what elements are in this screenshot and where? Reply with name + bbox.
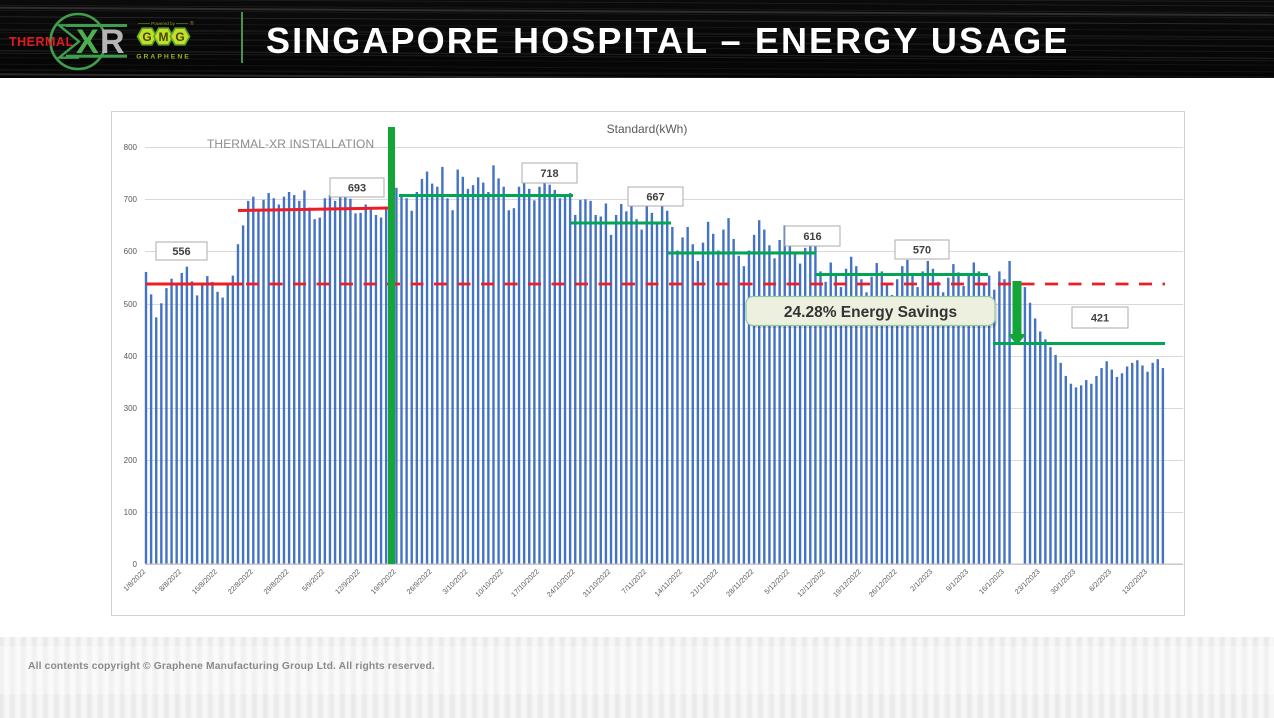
- svg-text:570: 570: [913, 244, 931, 256]
- svg-text:200: 200: [124, 456, 138, 465]
- svg-text:31/10/2022: 31/10/2022: [581, 567, 613, 599]
- svg-text:16/1/2023: 16/1/2023: [977, 567, 1006, 596]
- svg-text:29/8/2022: 29/8/2022: [262, 567, 291, 596]
- svg-text:23/1/2023: 23/1/2023: [1013, 567, 1042, 596]
- svg-text:24/10/2022: 24/10/2022: [545, 567, 577, 599]
- svg-text:0: 0: [133, 560, 138, 569]
- svg-text:Powered by: Powered by: [151, 21, 176, 26]
- svg-text:19/12/2022: 19/12/2022: [831, 567, 863, 599]
- svg-text:10/10/2022: 10/10/2022: [473, 567, 505, 599]
- svg-text:1/8/2022: 1/8/2022: [121, 567, 147, 593]
- svg-text:693: 693: [348, 182, 366, 194]
- svg-text:M: M: [159, 30, 169, 44]
- svg-text:28/11/2022: 28/11/2022: [724, 567, 755, 598]
- svg-text:GRAPHENE: GRAPHENE: [136, 54, 191, 61]
- svg-text:300: 300: [124, 404, 138, 413]
- svg-text:G: G: [175, 30, 184, 44]
- svg-text:7/11/2022: 7/11/2022: [620, 567, 649, 596]
- svg-text:R: R: [100, 23, 125, 61]
- svg-text:12/9/2022: 12/9/2022: [333, 567, 362, 596]
- svg-text:30/1/2023: 30/1/2023: [1048, 567, 1077, 596]
- svg-text:15/8/2022: 15/8/2022: [190, 567, 219, 596]
- svg-text:556: 556: [172, 246, 190, 258]
- svg-text:718: 718: [540, 168, 558, 180]
- svg-text:12/12/2022: 12/12/2022: [795, 567, 827, 599]
- svg-text:9/1/2023: 9/1/2023: [944, 567, 970, 593]
- svg-text:8/8/2022: 8/8/2022: [157, 567, 183, 593]
- svg-text:Standard(kWh): Standard(kWh): [607, 122, 688, 136]
- svg-text:14/11/2022: 14/11/2022: [653, 567, 684, 598]
- svg-text:800: 800: [124, 143, 138, 152]
- svg-text:5/9/2022: 5/9/2022: [300, 567, 326, 593]
- svg-text:19/9/2022: 19/9/2022: [369, 567, 398, 596]
- svg-text:500: 500: [124, 300, 138, 309]
- svg-text:®: ®: [190, 20, 194, 27]
- svg-text:26/12/2022: 26/12/2022: [867, 567, 899, 599]
- svg-text:100: 100: [124, 508, 138, 517]
- svg-text:3/10/2022: 3/10/2022: [440, 567, 469, 596]
- svg-text:13/2/2023: 13/2/2023: [1120, 567, 1149, 596]
- svg-text:X: X: [76, 23, 99, 61]
- svg-text:700: 700: [124, 195, 138, 204]
- svg-text:22/8/2022: 22/8/2022: [226, 567, 255, 596]
- svg-text:5/12/2022: 5/12/2022: [762, 567, 791, 596]
- svg-text:26/9/2022: 26/9/2022: [405, 567, 434, 596]
- svg-text:600: 600: [124, 247, 138, 256]
- svg-text:616: 616: [803, 231, 821, 243]
- svg-text:667: 667: [646, 191, 664, 203]
- svg-text:17/10/2022: 17/10/2022: [509, 567, 541, 599]
- svg-text:400: 400: [124, 352, 138, 361]
- svg-text:G: G: [142, 30, 151, 44]
- svg-text:24.28% Energy Savings: 24.28% Energy Savings: [784, 304, 957, 321]
- svg-text:21/11/2022: 21/11/2022: [688, 567, 719, 598]
- svg-text:2/1/2023: 2/1/2023: [908, 567, 934, 593]
- svg-text:THERMAL-XR INSTALLATION: THERMAL-XR INSTALLATION: [207, 137, 374, 151]
- svg-text:6/2/2023: 6/2/2023: [1087, 567, 1113, 593]
- svg-text:421: 421: [1091, 312, 1109, 324]
- svg-text:THERMAL: THERMAL: [9, 35, 74, 49]
